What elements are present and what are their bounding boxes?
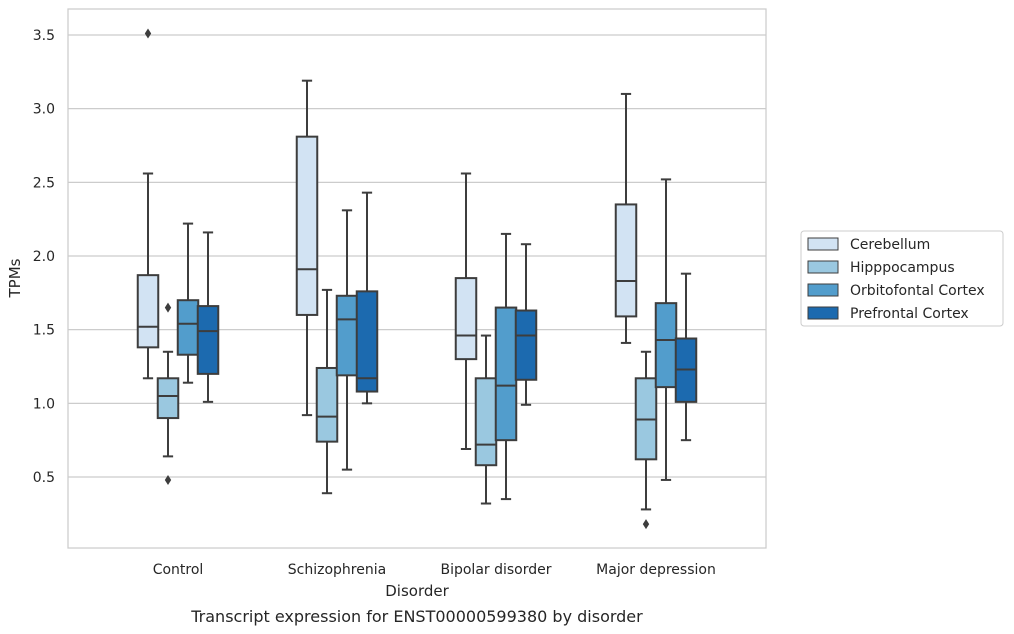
x-tick-label: Bipolar disorder	[440, 562, 551, 578]
box-iqr	[156, 377, 180, 420]
box-iqr	[474, 377, 498, 467]
outlier-point	[642, 519, 650, 530]
outlier-point	[164, 302, 172, 313]
legend: Cerebellum Hipppocampus Orbitofontal Corte…	[800, 230, 1004, 327]
legend-swatch	[807, 283, 839, 297]
series-cerebellum	[136, 28, 638, 451]
y-tick-label: 2.5	[33, 175, 55, 191]
x-axis-label: Disorder	[385, 582, 449, 600]
series-prefrontal-cortex	[196, 191, 698, 442]
legend-entry: Prefrontal Cortex	[850, 306, 969, 322]
legend-swatch	[807, 237, 839, 251]
box-iqr	[514, 309, 538, 381]
y-tick-label: 1.5	[33, 323, 55, 339]
series-hipppocampus	[156, 288, 658, 530]
y-tick-label: 0.5	[33, 470, 55, 486]
outlier-point	[144, 28, 152, 39]
box-iqr	[614, 203, 638, 318]
box-iqr	[176, 299, 200, 356]
plot-area-frame	[67, 8, 767, 549]
legend-swatch	[807, 260, 839, 274]
y-tick-label: 1.0	[33, 396, 55, 412]
box-iqr	[196, 305, 220, 375]
y-axis-ticks: 0.5 1.0 1.5 2.0 2.5 3.0 3.5	[33, 28, 55, 486]
legend-entry: Hipppocampus	[850, 260, 955, 276]
box-iqr	[335, 294, 359, 377]
y-axis-label: TPMs	[6, 258, 24, 298]
x-axis-ticks: Control Schizophrenia Bipolar disorder Majo…	[153, 562, 716, 578]
box-iqr	[295, 135, 319, 316]
box-iqr	[315, 366, 339, 443]
x-tick-label: Control	[153, 562, 204, 578]
x-tick-label: Schizophrenia	[288, 562, 386, 578]
y-tick-label: 2.0	[33, 249, 55, 265]
y-tick-label: 3.5	[33, 28, 55, 44]
legend-frame	[800, 230, 1004, 327]
box-iqr	[494, 306, 518, 442]
box-iqr	[355, 290, 379, 393]
outlier-point	[164, 474, 172, 485]
legend-entry: Orbitofontal Cortex	[850, 283, 985, 299]
box-iqr	[454, 277, 478, 361]
box-iqr	[654, 302, 678, 389]
box-series	[136, 28, 698, 530]
legend-swatch	[807, 306, 839, 320]
y-tick-label: 3.0	[33, 102, 55, 118]
legend-entry: Cerebellum	[850, 237, 930, 253]
box-iqr	[136, 274, 160, 349]
x-tick-label: Major depression	[596, 562, 716, 578]
series-orbitofontal-cortex	[176, 178, 678, 501]
figure-caption: Transcript expression for ENST0000059938…	[190, 607, 643, 626]
